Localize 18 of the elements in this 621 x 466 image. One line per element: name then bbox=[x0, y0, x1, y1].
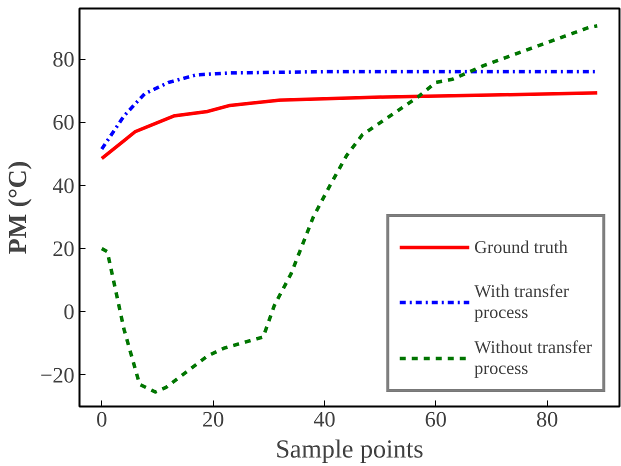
legend-label: With transfer process bbox=[474, 281, 569, 323]
y-tick-label: 0 bbox=[64, 299, 74, 324]
y-tick-label: 20 bbox=[52, 236, 74, 262]
line-series bbox=[100, 91, 599, 160]
y-axis-title: PM (°C) bbox=[3, 160, 32, 254]
x-tick-label: 0 bbox=[96, 406, 108, 432]
y-tick-label: 60 bbox=[52, 110, 74, 135]
legend-label: Ground truth bbox=[474, 236, 568, 258]
x-tick-label: 20 bbox=[202, 406, 224, 432]
legend-label: Without transfer process bbox=[474, 337, 592, 379]
x-tick-label: 80 bbox=[536, 406, 558, 432]
y-tick-label: 40 bbox=[52, 172, 74, 198]
y-tick-label: −20 bbox=[40, 362, 75, 388]
x-axis-title: Sample points bbox=[275, 434, 424, 464]
x-tick-label: 60 bbox=[424, 406, 447, 432]
x-tick-label: 40 bbox=[313, 406, 336, 432]
line-series bbox=[100, 24, 599, 394]
y-tick-label: 80 bbox=[52, 46, 74, 72]
